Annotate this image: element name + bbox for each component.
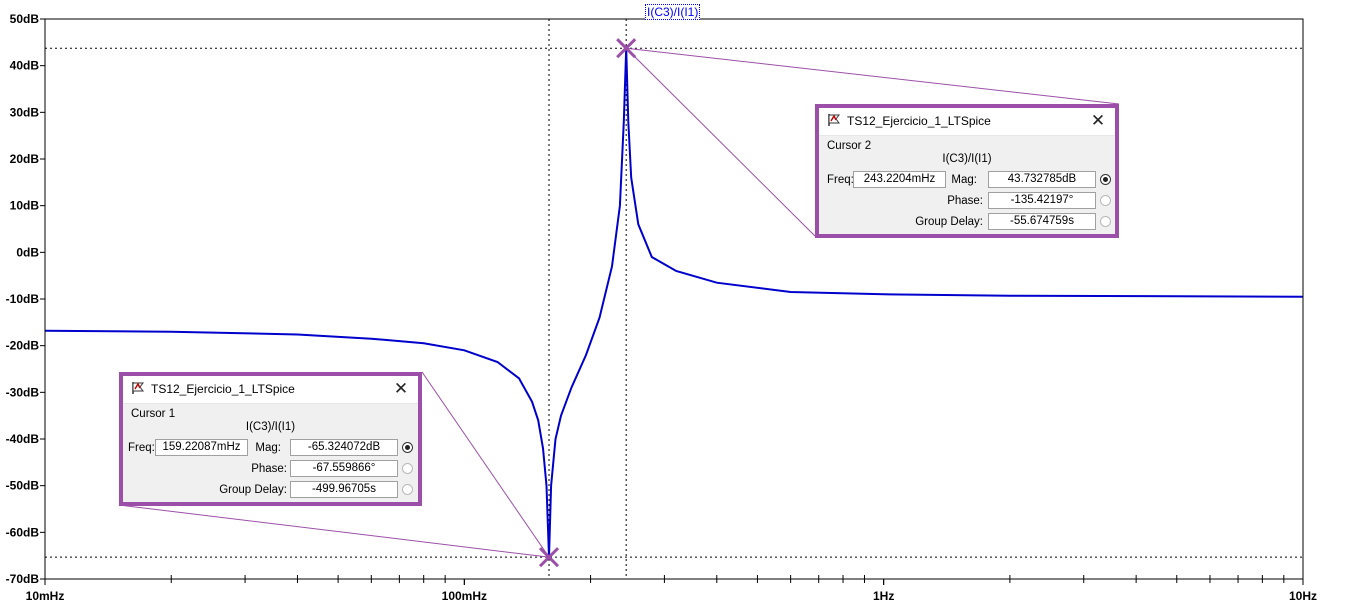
mag-radio[interactable] <box>402 442 413 453</box>
cursor-markers[interactable] <box>538 38 637 568</box>
y-tick-label: 0dB <box>16 245 39 259</box>
group-delay-field[interactable]: -55.674759s <box>988 213 1096 230</box>
phase-label: Phase: <box>947 195 983 207</box>
y-tick-label: 30dB <box>10 105 40 119</box>
x-tick-label: 1Hz <box>873 589 894 603</box>
close-icon[interactable]: ✕ <box>1090 111 1106 130</box>
cursor-label: Cursor 1 <box>131 408 176 420</box>
mag-label: Mag: <box>255 442 281 454</box>
phase-radio[interactable] <box>1100 195 1111 206</box>
mag-field[interactable]: 43.732785dB <box>988 171 1096 188</box>
phase-field[interactable]: -67.559866° <box>290 460 398 477</box>
x-tick-label: 10Hz <box>1289 589 1317 603</box>
y-tick-label: 10dB <box>10 199 40 213</box>
cursor-trace-name: I(C3)/I(I1) <box>942 153 992 165</box>
mag-radio[interactable] <box>1100 174 1111 185</box>
cursor-1-titlebar[interactable]: TS12_Ejercicio_1_LTSpice ✕ <box>123 376 418 404</box>
ltspice-app-icon <box>828 114 840 126</box>
group-delay-label: Group Delay: <box>915 216 983 228</box>
cursor-guides <box>45 19 1303 579</box>
phase-radio[interactable] <box>402 463 413 474</box>
cursor-2-marker[interactable] <box>616 38 637 59</box>
cursor-2-leader <box>625 47 816 237</box>
trace-line <box>44 48 1304 558</box>
cursor-1-window[interactable]: TS12_Ejercicio_1_LTSpice ✕ Cursor 1 I(C3… <box>119 372 422 506</box>
cursor-2-window[interactable]: TS12_Ejercicio_1_LTSpice ✕ Cursor 2 I(C3… <box>815 104 1119 238</box>
axis-ticks: 50dB 40dB 30dB 20dB 10dB 0dB -10dB -20dB -30dB -4… <box>6 12 1317 603</box>
close-icon[interactable]: ✕ <box>393 379 409 398</box>
cursor-2-leader <box>626 47 1120 105</box>
y-tick-label: -70dB <box>6 572 40 586</box>
phase-field[interactable]: -135.42197° <box>988 192 1096 209</box>
y-tick-label: 50dB <box>10 12 40 26</box>
y-tick-label: -10dB <box>6 292 40 306</box>
group-delay-radio[interactable] <box>1100 216 1111 227</box>
group-delay-label: Group Delay: <box>219 484 287 496</box>
group-delay-radio[interactable] <box>402 484 413 495</box>
y-tick-label: -20dB <box>6 339 40 353</box>
freq-label: Freq: <box>128 442 155 454</box>
freq-field[interactable]: 159.22087mHz <box>155 439 248 456</box>
cursor-label: Cursor 2 <box>827 140 872 152</box>
cursor-1-marker[interactable] <box>538 547 560 568</box>
cursor-1-leader <box>118 504 550 558</box>
freq-label: Freq: <box>827 174 854 186</box>
cursor-2-titlebar[interactable]: TS12_Ejercicio_1_LTSpice ✕ <box>819 108 1115 136</box>
cursor-leader-lines <box>118 47 1120 558</box>
x-tick-label: 100mHz <box>442 589 487 603</box>
group-delay-field[interactable]: -499.96705s <box>290 481 398 498</box>
mag-label: Mag: <box>951 174 977 186</box>
window-title: TS12_Ejercicio_1_LTSpice <box>151 382 295 396</box>
y-tick-label: -30dB <box>6 385 40 399</box>
cursor-trace-name: I(C3)/I(I1) <box>245 421 296 433</box>
y-tick-label: 40dB <box>10 59 40 73</box>
freq-field[interactable]: 243.2204mHz <box>853 171 946 188</box>
cursor-1-leader <box>421 371 550 558</box>
y-tick-label: -50dB <box>6 479 40 493</box>
y-tick-label: -40dB <box>6 432 40 446</box>
phase-label: Phase: <box>251 463 287 475</box>
ltspice-app-icon <box>132 382 144 394</box>
y-tick-label: 20dB <box>10 152 40 166</box>
x-tick-label: 10mHz <box>26 589 65 603</box>
y-tick-label: -60dB <box>6 525 40 539</box>
mag-field[interactable]: -65.324072dB <box>290 439 398 456</box>
trace-title[interactable]: I(C3)/I(I1) <box>645 4 701 20</box>
window-title: TS12_Ejercicio_1_LTSpice <box>847 114 991 128</box>
